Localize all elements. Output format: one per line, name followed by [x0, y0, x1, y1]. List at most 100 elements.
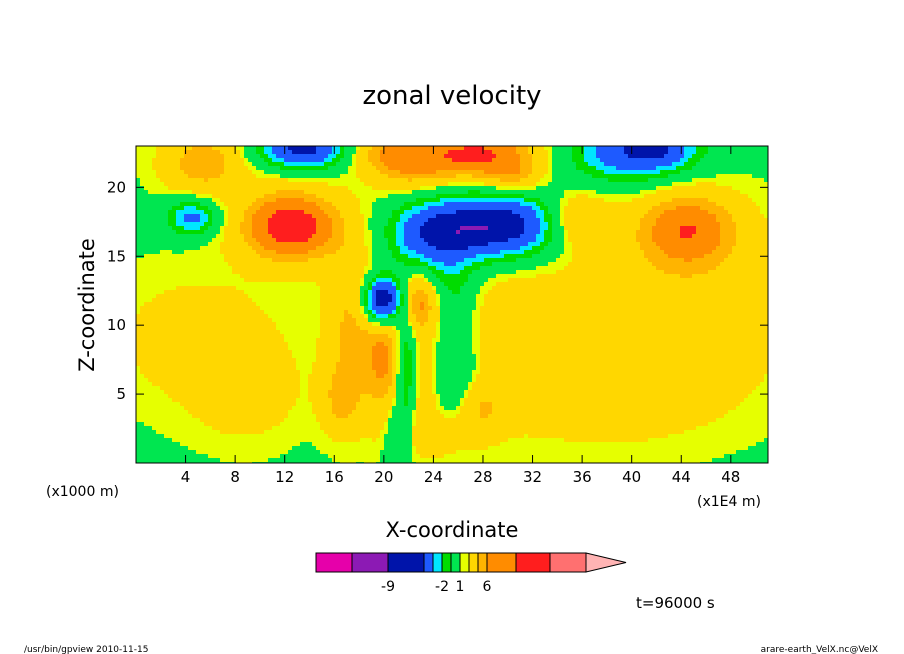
heatmap-cell	[636, 158, 641, 163]
heatmap-cell	[384, 210, 389, 215]
heatmap-cell	[556, 250, 561, 255]
heatmap-cell	[620, 186, 625, 191]
heatmap-cell	[640, 262, 645, 267]
heatmap-cell	[348, 246, 353, 251]
heatmap-cell	[552, 186, 557, 191]
heatmap-cell	[632, 190, 637, 195]
heatmap-cell	[660, 262, 665, 267]
heatmap-cell	[616, 178, 621, 183]
heatmap-cell	[660, 222, 665, 227]
heatmap-cell	[460, 270, 465, 275]
heatmap-cell	[376, 190, 381, 195]
heatmap-cell	[484, 166, 489, 171]
heatmap-cell	[688, 254, 693, 259]
heatmap-cell	[732, 254, 737, 259]
heatmap-cell	[628, 190, 633, 195]
heatmap-cell	[280, 214, 285, 219]
heatmap-cell	[612, 222, 617, 227]
heatmap-cell	[680, 242, 685, 247]
heatmap-cell	[472, 150, 477, 155]
heatmap-cell	[524, 150, 529, 155]
heatmap-cell	[600, 154, 605, 159]
heatmap-cell	[636, 150, 641, 155]
heatmap-cell	[756, 206, 761, 211]
heatmap-cell	[292, 246, 297, 251]
heatmap-cell	[764, 150, 769, 155]
heatmap-cell	[144, 166, 149, 171]
heatmap-cell	[268, 222, 273, 227]
heatmap-cell	[652, 262, 657, 267]
heatmap-cell	[524, 266, 529, 271]
heatmap-cell	[172, 230, 177, 235]
heatmap-cell	[312, 174, 317, 179]
heatmap-cell	[436, 250, 441, 255]
heatmap-cell	[576, 242, 581, 247]
heatmap-cell	[620, 202, 625, 207]
heatmap-cell	[552, 214, 557, 219]
heatmap-cell	[512, 190, 517, 195]
heatmap-cell	[448, 254, 453, 259]
heatmap-cell	[168, 262, 173, 267]
heatmap-cell	[704, 210, 709, 215]
heatmap-cell	[276, 154, 281, 159]
heatmap-cell	[192, 178, 197, 183]
heatmap-cell	[164, 262, 169, 267]
heatmap-cell	[276, 146, 281, 151]
heatmap-cell	[488, 154, 493, 159]
heatmap-cell	[308, 254, 313, 259]
heatmap-cell	[440, 182, 445, 187]
heatmap-cell	[140, 270, 145, 275]
heatmap-cell	[688, 246, 693, 251]
heatmap-cell	[460, 186, 465, 191]
heatmap-cell	[524, 186, 529, 191]
heatmap-cell	[632, 166, 637, 171]
heatmap-cell	[648, 210, 653, 215]
heatmap-cell	[240, 150, 245, 155]
heatmap-cell	[188, 214, 193, 219]
heatmap-cell	[448, 222, 453, 227]
heatmap-cell	[536, 158, 541, 163]
heatmap-cell	[352, 242, 357, 247]
heatmap-cell	[616, 186, 621, 191]
heatmap-cell	[456, 146, 461, 151]
heatmap-cell	[560, 222, 565, 227]
heatmap-cell	[216, 202, 221, 207]
heatmap-cell	[608, 246, 613, 251]
heatmap-cell	[408, 166, 413, 171]
heatmap-cell	[544, 234, 549, 239]
heatmap-cell	[568, 258, 573, 263]
heatmap-cell	[276, 150, 281, 155]
heatmap-cell	[220, 254, 225, 259]
heatmap-cell	[204, 154, 209, 159]
heatmap-cell	[264, 218, 269, 223]
heatmap-cell	[212, 222, 217, 227]
heatmap-cell	[240, 218, 245, 223]
heatmap-cell	[548, 150, 553, 155]
heatmap-cell	[676, 214, 681, 219]
heatmap-cell	[540, 178, 545, 183]
heatmap-cell	[652, 218, 657, 223]
heatmap-cell	[360, 178, 365, 183]
heatmap-cell	[432, 170, 437, 175]
heatmap-cell	[488, 182, 493, 187]
heatmap-cell	[700, 250, 705, 255]
heatmap-cell	[432, 250, 437, 255]
heatmap-cell	[628, 250, 633, 255]
heatmap-cell	[236, 230, 241, 235]
heatmap-cell	[496, 182, 501, 187]
heatmap-cell	[148, 174, 153, 179]
heatmap-cell	[568, 234, 573, 239]
heatmap-cell	[656, 174, 661, 179]
heatmap-cell	[664, 266, 669, 271]
heatmap-cell	[760, 170, 765, 175]
heatmap-cell	[616, 262, 621, 267]
heatmap-cell	[348, 234, 353, 239]
heatmap-cell	[360, 214, 365, 219]
heatmap-cell	[632, 174, 637, 179]
heatmap-cell	[412, 150, 417, 155]
heatmap-cell	[656, 230, 661, 235]
heatmap-cell	[752, 222, 757, 227]
heatmap-cell	[596, 198, 601, 203]
heatmap-cell	[188, 218, 193, 223]
heatmap-cell	[156, 154, 161, 159]
